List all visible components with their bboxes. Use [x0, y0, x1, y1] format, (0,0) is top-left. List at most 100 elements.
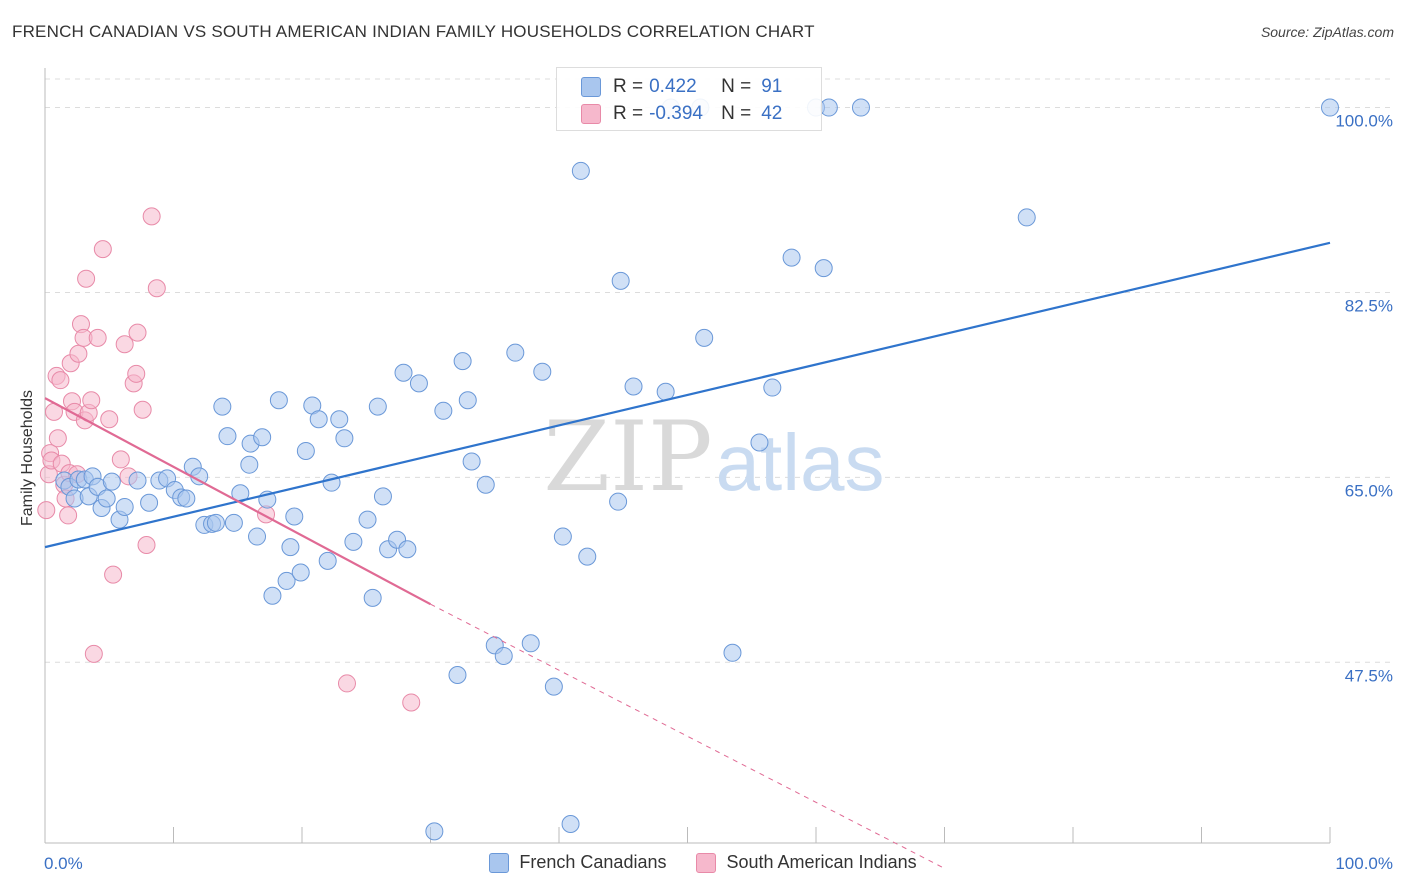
pink-data-point: [133, 400, 152, 419]
y-tick-label: 82.5%: [1345, 296, 1393, 315]
blue-data-point: [1321, 98, 1339, 117]
watermark: ZIP atlas: [543, 401, 884, 513]
tick-labels: 47.5% 65.0% 82.5% 100.0% 0.0% 100.0%: [44, 112, 1393, 873]
series-label: French Canadians: [519, 852, 667, 872]
blue-data-point: [335, 429, 354, 448]
blue-data-point: [1017, 208, 1036, 227]
blue-data-point: [425, 822, 444, 841]
blue-data-point: [240, 455, 259, 474]
pink-data-point: [59, 506, 78, 525]
pink-data-point: [48, 429, 67, 448]
trendlines: [44, 241, 1331, 869]
blue-data-point: [373, 487, 392, 506]
blue-data-point: [318, 551, 337, 570]
legend-n-label: N =: [721, 103, 752, 124]
blue-data-point: [578, 547, 597, 566]
blue-data-point: [409, 374, 428, 393]
x-tick-label-max: 100.0%: [1335, 854, 1393, 873]
source-credit: Source: ZipAtlas.com: [1260, 24, 1394, 40]
blue-data-point: [750, 433, 769, 452]
y-tick-label: 65.0%: [1345, 481, 1393, 500]
pink-data-point: [115, 335, 134, 354]
blue-data-point: [476, 475, 495, 494]
blue-data-point: [611, 271, 630, 290]
y-tick-label: 100.0%: [1335, 112, 1393, 131]
pink-data-point: [84, 644, 103, 663]
pink-data-point: [104, 565, 123, 584]
blue-data-point: [248, 527, 267, 546]
pink-data-point: [82, 391, 101, 410]
series-legend-french-canadians[interactable]: French Canadians: [489, 852, 666, 873]
pink-data-point: [128, 323, 147, 342]
french-canadians-trendline: [44, 241, 1331, 549]
south-american-indians-points: [37, 207, 421, 712]
blue-data-point: [115, 497, 134, 516]
blue-data-point: [609, 492, 628, 511]
blue-data-point: [269, 391, 288, 410]
blue-data-point: [102, 472, 121, 491]
blue-data-point: [224, 513, 243, 532]
watermark-atlas: atlas: [716, 418, 885, 507]
blue-data-point: [368, 397, 387, 416]
blue-data-point: [177, 489, 196, 508]
blue-data-point: [819, 98, 838, 117]
pink-data-point: [100, 410, 119, 429]
blue-data-point: [723, 643, 742, 662]
legend-r-label: R =: [613, 103, 644, 124]
legend-swatch-pink: [581, 104, 601, 124]
south-american-indians-trendline: [44, 397, 432, 606]
pink-data-point: [402, 693, 421, 712]
pink-data-point: [147, 279, 166, 298]
blue-data-point: [561, 814, 580, 833]
blue-data-point: [814, 259, 833, 278]
blue-data-point: [398, 540, 417, 559]
blue-data-point: [206, 513, 225, 532]
legend-n-value: 42: [761, 103, 783, 124]
blue-data-point: [448, 665, 467, 684]
pink-data-point: [337, 674, 356, 693]
blue-data-point: [394, 363, 413, 382]
series-label: South American Indians: [726, 852, 917, 872]
legend-r-label: R =: [613, 76, 644, 97]
blue-data-point: [309, 410, 328, 429]
x-tick-label-min: 0.0%: [44, 854, 83, 873]
blue-data-point: [218, 427, 237, 446]
blue-data-point: [322, 473, 341, 492]
series-legend: French Canadians South American Indians: [0, 852, 1406, 873]
pink-data-point: [88, 328, 107, 347]
correlation-legend: R = 0.422 N = 91 R = -0.394 N = 42: [556, 67, 822, 131]
blue-data-point: [344, 532, 363, 551]
blue-data-point: [128, 471, 147, 490]
south-american-indians-trendline-extension: [430, 603, 945, 869]
blue-data-point: [263, 586, 282, 605]
legend-n-value: 91: [761, 76, 783, 97]
blue-data-point: [763, 378, 782, 397]
blue-data-point: [571, 161, 590, 180]
blue-data-point: [695, 328, 714, 347]
legend-r-value: -0.394: [649, 103, 703, 124]
series-legend-south-american-indians[interactable]: South American Indians: [696, 852, 917, 873]
pink-data-point: [137, 536, 156, 555]
legend-r-value: 0.422: [649, 76, 697, 97]
blue-data-point: [453, 352, 472, 371]
watermark-zip: ZIP: [543, 401, 712, 513]
legend-n-label: N =: [721, 76, 752, 97]
blue-data-point: [624, 377, 643, 396]
blue-data-point: [296, 441, 315, 460]
legend-swatch-blue: [581, 77, 601, 97]
blue-data-point: [213, 397, 232, 416]
pink-data-point: [37, 501, 56, 520]
blue-data-point: [281, 538, 300, 557]
chart-title: FRENCH CANADIAN VS SOUTH AMERICAN INDIAN…: [12, 22, 815, 41]
blue-data-point: [521, 634, 540, 653]
pink-data-point: [69, 344, 88, 363]
pink-data-point: [142, 207, 161, 226]
gridlines: [45, 78, 1392, 663]
blue-data-point: [434, 401, 453, 420]
pink-data-point: [127, 364, 146, 383]
series-swatch-pink: [696, 852, 717, 873]
pink-data-point: [111, 450, 130, 469]
blue-data-point: [140, 493, 159, 512]
legend-row-french-canadians: R = 0.422 N = 91: [581, 74, 782, 100]
blue-data-point: [330, 410, 349, 429]
